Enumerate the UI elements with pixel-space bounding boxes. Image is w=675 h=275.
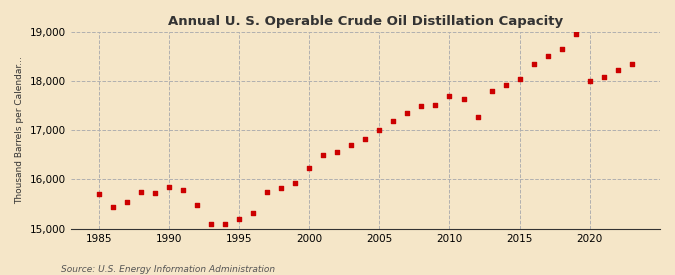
- Point: [192, 203, 202, 207]
- Point: [346, 143, 356, 147]
- Point: [360, 137, 371, 141]
- Point: [626, 62, 637, 66]
- Point: [472, 115, 483, 119]
- Point: [612, 68, 623, 73]
- Point: [163, 185, 174, 189]
- Point: [556, 47, 567, 51]
- Point: [374, 128, 385, 132]
- Point: [318, 153, 329, 158]
- Point: [135, 189, 146, 194]
- Point: [93, 192, 104, 197]
- Point: [262, 189, 273, 194]
- Point: [234, 217, 244, 221]
- Point: [290, 181, 300, 186]
- Point: [248, 211, 259, 215]
- Point: [486, 89, 497, 93]
- Point: [122, 200, 132, 204]
- Point: [275, 186, 286, 190]
- Point: [570, 32, 581, 36]
- Point: [599, 75, 610, 79]
- Point: [500, 83, 511, 87]
- Title: Annual U. S. Operable Crude Oil Distillation Capacity: Annual U. S. Operable Crude Oil Distilla…: [167, 15, 563, 28]
- Point: [388, 119, 399, 123]
- Point: [205, 222, 216, 226]
- Point: [529, 62, 539, 66]
- Point: [430, 103, 441, 107]
- Point: [514, 77, 525, 81]
- Point: [542, 54, 553, 58]
- Point: [585, 78, 595, 83]
- Point: [219, 222, 230, 226]
- Point: [402, 110, 413, 115]
- Y-axis label: Thousand Barrels per Calendar...: Thousand Barrels per Calendar...: [15, 56, 24, 204]
- Point: [416, 104, 427, 108]
- Point: [149, 191, 160, 196]
- Point: [332, 150, 343, 154]
- Point: [458, 97, 469, 101]
- Text: Source: U.S. Energy Information Administration: Source: U.S. Energy Information Administ…: [61, 265, 275, 274]
- Point: [107, 204, 118, 209]
- Point: [178, 188, 188, 192]
- Point: [304, 166, 315, 170]
- Point: [444, 94, 455, 98]
